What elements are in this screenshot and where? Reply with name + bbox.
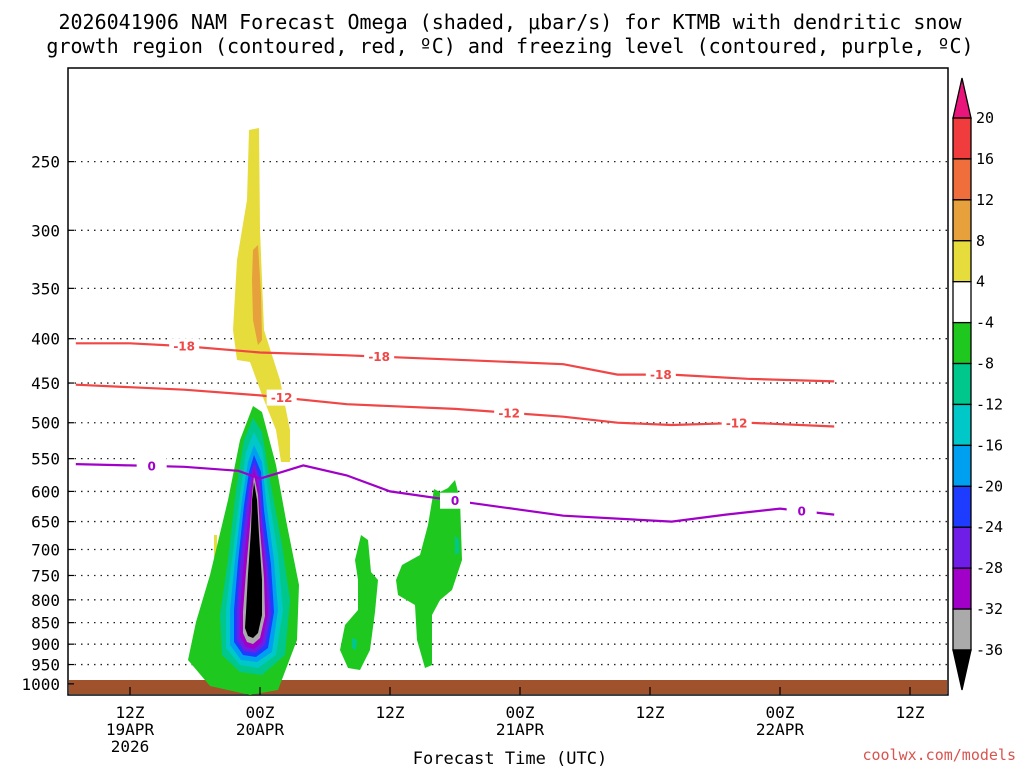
- contour-label-bg-snow-growth-minus18-0: [169, 338, 200, 355]
- colorbar-bottom-arrow: [952, 649, 972, 691]
- chart-title-line1: 2026041906 NAM Forecast Omega (shaded, μ…: [58, 10, 962, 34]
- y-tick-label-450: 450: [31, 374, 60, 393]
- x-tick-label-1-l2: 20APR: [236, 720, 285, 739]
- colorbar-box-8: [952, 444, 972, 487]
- colorbar-label-8: -16: [976, 436, 1003, 454]
- colorbar-box-3: [952, 240, 972, 283]
- y-tick-label-750: 750: [31, 566, 60, 585]
- y-tick-label-500: 500: [31, 414, 60, 433]
- x-tick-label-2-l1: 12Z: [376, 703, 405, 722]
- contour-label-bg-snow-growth-minus12-2: [721, 415, 752, 432]
- y-tick-label-650: 650: [31, 513, 60, 532]
- colorbar-label-11: -28: [976, 559, 1003, 577]
- colorbar-box-2: [952, 199, 972, 242]
- x-tick-label-5-l1: 00Z: [766, 703, 795, 722]
- x-tick-label-3-l1: 00Z: [506, 703, 535, 722]
- colorbar-label-2: 12: [976, 191, 994, 209]
- colorbar: 20 16 12 8 4 -4 -8 -12 -16 -20 -24 -28 -32 -36: [952, 77, 1003, 691]
- contour-freezing-level-0: [75, 463, 835, 523]
- x-tick-label-1-l1: 00Z: [246, 703, 275, 722]
- colorbar-box-4: [952, 281, 972, 324]
- x-tick-label-6-l1: 12Z: [896, 703, 925, 722]
- contour-snow-growth-minus12: [75, 383, 835, 428]
- omega-shading: [188, 128, 462, 695]
- y-tick-label-800: 800: [31, 591, 60, 610]
- y-tick-label-900: 900: [31, 635, 60, 654]
- contour-label-snow-growth-minus12-2: -12: [726, 417, 748, 431]
- colorbar-box-5: [952, 321, 972, 365]
- x-tick-label-0-l1: 12Z: [116, 703, 145, 722]
- temperature-contours: -18 -18 -18 -12 -12 -12 0 0 0: [75, 338, 835, 523]
- omega-minus36: [245, 482, 262, 638]
- colorbar-label-3: 8: [976, 232, 985, 250]
- omega-minus4-b: [340, 535, 378, 670]
- x-tick-label-3-l2: 21APR: [496, 720, 545, 739]
- contour-label-bg-snow-growth-minus12-1: [494, 404, 525, 421]
- colorbar-label-10: -24: [976, 518, 1003, 536]
- y-tick-label-950: 950: [31, 656, 60, 675]
- colorbar-box-7: [952, 403, 972, 447]
- colorbar-label-5: -4: [976, 314, 994, 332]
- y-tick-label-550: 550: [31, 450, 60, 469]
- omega-positive-4: [233, 128, 290, 462]
- contour-label-bg-freezing-level-0-2: [786, 502, 817, 519]
- colorbar-label-13: -36: [976, 641, 1003, 659]
- contour-label-bg-freezing-level-0-0: [136, 457, 167, 474]
- x-tick-label-0-l2: 19APR: [106, 720, 155, 739]
- contour-snow-growth-minus18: [75, 342, 835, 383]
- colorbar-box-9: [952, 485, 972, 528]
- colorbar-box-10: [952, 526, 972, 569]
- colorbar-box-12: [952, 608, 972, 651]
- x-axis-label: Forecast Time (UTC): [413, 749, 607, 768]
- contour-label-snow-growth-minus18-1: -18: [368, 350, 390, 364]
- contour-label-snow-growth-minus12-0: -12: [271, 391, 293, 405]
- contour-label-snow-growth-minus18-0: -18: [173, 340, 195, 354]
- contour-label-bg-freezing-level-0-1: [440, 492, 470, 509]
- chart-title-line2: growth region (contoured, red, ºC) and f…: [46, 34, 973, 58]
- colorbar-box-1: [952, 158, 972, 201]
- colorbar-label-6: -8: [976, 355, 994, 373]
- y-tick-label-350: 350: [31, 279, 60, 298]
- contour-label-snow-growth-minus18-2: -18: [650, 368, 672, 382]
- omega-minus8-c: [455, 535, 459, 555]
- y-tick-label-400: 400: [31, 330, 60, 349]
- colorbar-label-7: -12: [976, 395, 1003, 413]
- y-tick-label-700: 700: [31, 540, 60, 559]
- contour-label-freezing-level-0-2: 0: [797, 504, 805, 518]
- y-tick-label-300: 300: [31, 221, 60, 240]
- omega-minus4-c: [396, 480, 462, 668]
- contour-label-freezing-level-0-0: 0: [147, 459, 155, 473]
- x-tick-label-4-l1: 12Z: [636, 703, 665, 722]
- omega-positive-8: [252, 245, 262, 345]
- terrain-band: [69, 680, 947, 694]
- y-axis: 250 300 350 400 450 500 550 600 650 700 750 800 850 9…: [21, 153, 74, 694]
- colorbar-label-4: 4: [976, 273, 985, 291]
- colorbar-label-0: 20: [976, 109, 994, 127]
- contour-label-bg-snow-growth-minus12-0: [266, 389, 297, 406]
- contour-label-snow-growth-minus12-1: -12: [498, 406, 520, 420]
- colorbar-top-arrow: [952, 77, 972, 119]
- colorbar-box-6: [952, 362, 972, 406]
- colorbar-label-9: -20: [976, 477, 1003, 495]
- credit-text: coolwx.com/models: [862, 746, 1016, 764]
- y-tick-label-850: 850: [31, 614, 60, 633]
- omega-minus8-b: [352, 638, 357, 650]
- contour-label-bg-snow-growth-minus18-2: [645, 366, 676, 383]
- omega-positive-small: [214, 535, 217, 557]
- colorbar-label-1: 16: [976, 150, 994, 168]
- colorbar-box-0: [952, 117, 972, 160]
- y-tick-label-1000: 1000: [21, 675, 60, 694]
- x-tick-label-0-l3: 2026: [111, 737, 150, 756]
- colorbar-box-11: [952, 567, 972, 610]
- y-tick-label-250: 250: [31, 153, 60, 172]
- colorbar-label-12: -32: [976, 600, 1003, 618]
- contour-label-bg-snow-growth-minus18-1: [364, 348, 395, 365]
- contour-label-freezing-level-0-1: 0: [451, 494, 459, 508]
- x-tick-label-5-l2: 22APR: [756, 720, 805, 739]
- y-tick-label-600: 600: [31, 482, 60, 501]
